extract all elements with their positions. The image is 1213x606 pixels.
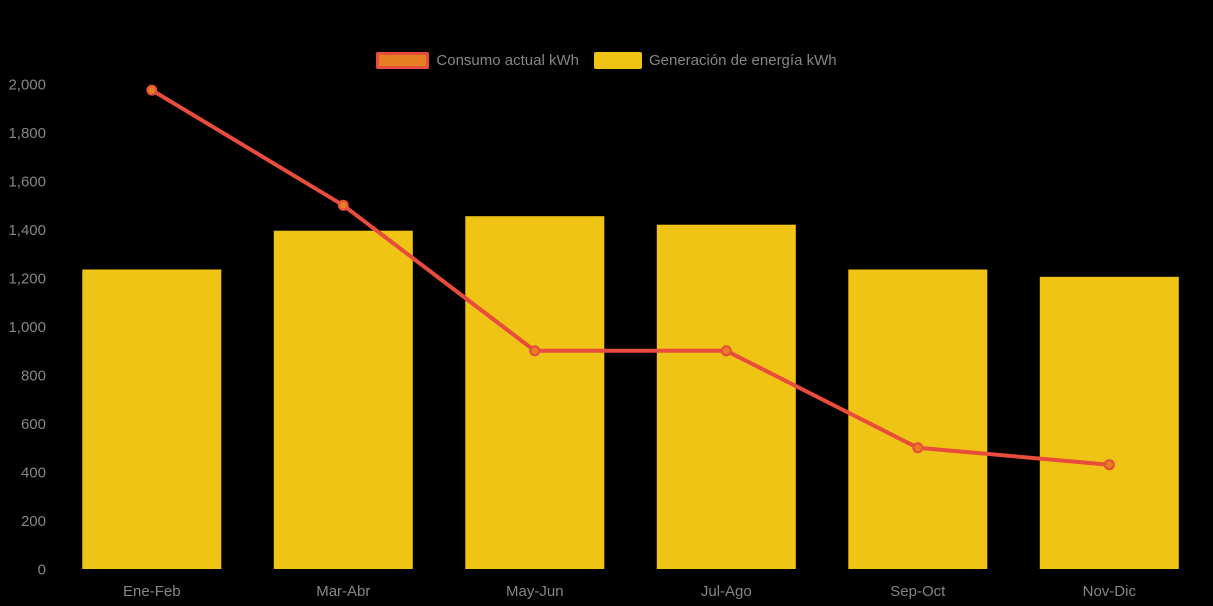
y-axis-tick-label: 400 xyxy=(21,465,46,482)
x-axis-category-label: Mar-Abr xyxy=(316,583,370,600)
y-axis-tick-label: 1,800 xyxy=(8,125,46,142)
y-axis-tick-label: 1,200 xyxy=(8,271,46,288)
generation-bar[interactable] xyxy=(1039,276,1179,569)
generation-bar[interactable] xyxy=(273,230,413,569)
legend-item-consumo[interactable]: Consumo actual kWh xyxy=(376,52,579,69)
consumption-point[interactable] xyxy=(529,345,541,357)
y-axis-tick-label: 800 xyxy=(21,368,46,385)
y-axis-tick-label: 1,400 xyxy=(8,222,46,239)
consumption-point[interactable] xyxy=(337,199,349,211)
generation-bar[interactable] xyxy=(465,216,605,569)
chart-legend: Consumo actual kWh Generación de energía… xyxy=(0,52,1213,69)
generation-bar[interactable] xyxy=(656,224,796,569)
x-axis-category-label: Jul-Ago xyxy=(701,583,752,600)
generation-bar[interactable] xyxy=(848,269,988,570)
consumption-point[interactable] xyxy=(146,84,158,96)
consumption-line xyxy=(149,88,1112,467)
consumption-point[interactable] xyxy=(720,345,732,357)
y-axis-tick-label: 200 xyxy=(21,513,46,530)
x-axis-category-label: Ene-Feb xyxy=(123,583,181,600)
y-axis-tick-label: 1,000 xyxy=(8,319,46,336)
y-axis-tick-label: 2,000 xyxy=(8,77,46,94)
legend-item-generacion[interactable]: Generación de energía kWh xyxy=(593,52,837,69)
consumption-point[interactable] xyxy=(912,442,924,454)
y-axis-tick-label: 600 xyxy=(21,416,46,433)
x-axis-category-label: May-Jun xyxy=(506,583,564,600)
consumption-point[interactable] xyxy=(1103,459,1115,471)
x-axis-category-label: Sep-Oct xyxy=(890,583,946,600)
legend-swatch-generacion-icon xyxy=(593,52,642,69)
y-axis-tick-label: 1,600 xyxy=(8,174,46,191)
y-axis-tick-label: 0 xyxy=(38,562,46,579)
legend-swatch-consumo-icon xyxy=(376,52,430,69)
legend-label-consumo: Consumo actual kWh xyxy=(436,52,579,69)
legend-label-generacion: Generación de energía kWh xyxy=(648,52,837,69)
generation-bar[interactable] xyxy=(82,269,222,570)
x-axis-category-label: Nov-Dic xyxy=(1083,583,1137,600)
